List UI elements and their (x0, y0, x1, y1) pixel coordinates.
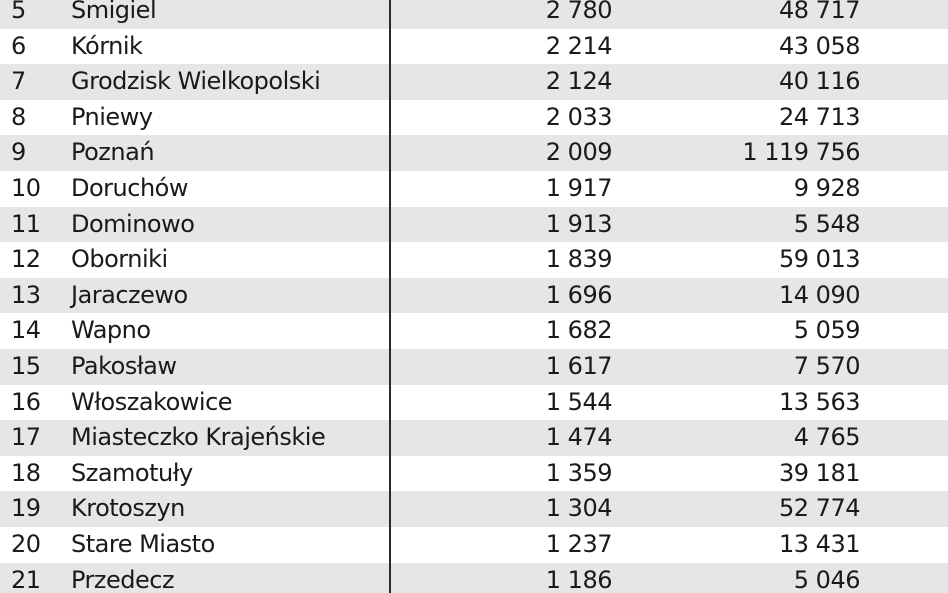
population-cell: 9 928 (793, 173, 861, 202)
rank-cell: 21 (11, 565, 41, 593)
municipality-name-cell: Krotoszyn (71, 494, 185, 523)
population-cell: 24 713 (779, 102, 860, 131)
population-cell: 43 058 (779, 31, 860, 60)
rank-cell: 12 (11, 245, 41, 274)
rank-cell: 18 (11, 458, 41, 487)
rank-cell: 14 (11, 316, 41, 345)
municipality-name-cell: Oborniki (71, 245, 168, 274)
table-row: 14 Wapno 1 682 5 059 (0, 313, 948, 349)
municipality-name-cell: Kórnik (71, 31, 143, 60)
rank-cell: 6 (11, 31, 26, 60)
value-cell: 2 780 (545, 0, 613, 24)
population-cell: 52 774 (779, 494, 860, 523)
municipality-name-cell: Śmigiel (71, 0, 157, 24)
rank-cell: 8 (11, 102, 26, 131)
municipality-name-cell: Poznań (71, 138, 155, 167)
municipality-name-cell: Wapno (71, 316, 151, 345)
population-cell: 48 717 (779, 0, 860, 24)
population-cell: 5 548 (793, 209, 861, 238)
table-row: 7 Grodzisk Wielkopolski 2 124 40 116 (0, 64, 948, 100)
population-cell: 5 046 (793, 565, 861, 593)
value-cell: 1 237 (545, 529, 613, 558)
value-cell: 1 359 (545, 458, 613, 487)
rank-cell: 17 (11, 423, 41, 452)
municipality-name-cell: Włoszakowice (71, 387, 233, 416)
value-cell: 2 009 (545, 138, 613, 167)
municipality-name-cell: Miasteczko Krajeńskie (71, 423, 326, 452)
value-cell: 1 304 (545, 494, 613, 523)
table-row: 17 Miasteczko Krajeńskie 1 474 4 765 (0, 420, 948, 456)
value-cell: 2 124 (545, 67, 613, 96)
value-cell: 1 839 (545, 245, 613, 274)
table-row: 13 Jaraczewo 1 696 14 090 (0, 277, 948, 314)
population-cell: 1 119 756 (742, 138, 860, 167)
value-cell: 1 617 (545, 351, 613, 380)
table-row: 15 Pakosław 1 617 7 570 (0, 348, 948, 385)
table-row: 5 Śmigiel 2 780 48 717 (0, 0, 948, 29)
rank-cell: 5 (11, 0, 26, 24)
value-cell: 1 917 (545, 173, 613, 202)
municipality-name-cell: Pniewy (71, 102, 153, 131)
value-cell: 2 033 (545, 102, 613, 131)
table-row: 12 Oborniki 1 839 59 013 (0, 242, 948, 278)
table-row: 11 Dominowo 1 913 5 548 (0, 206, 948, 243)
population-cell: 40 116 (779, 67, 860, 96)
value-cell: 1 682 (545, 316, 613, 345)
rank-cell: 11 (11, 209, 41, 238)
municipality-name-cell: Szamotuły (71, 458, 193, 487)
value-cell: 1 474 (545, 423, 613, 452)
municipality-name-cell: Przedecz (71, 565, 175, 593)
value-cell: 1 544 (545, 387, 613, 416)
population-cell: 13 431 (779, 529, 860, 558)
rank-cell: 9 (11, 138, 26, 167)
municipality-name-cell: Doruchów (71, 173, 188, 202)
value-cell: 2 214 (545, 31, 613, 60)
population-cell: 14 090 (779, 280, 860, 309)
table-row: 21 Przedecz 1 186 5 046 (0, 562, 948, 593)
municipality-name-cell: Grodzisk Wielkopolski (71, 67, 321, 96)
municipality-name-cell: Pakosław (71, 351, 177, 380)
rank-cell: 20 (11, 529, 41, 558)
rank-cell: 13 (11, 280, 41, 309)
table-row: 20 Stare Miasto 1 237 13 431 (0, 527, 948, 563)
rank-cell: 7 (11, 67, 26, 96)
value-cell: 1 186 (545, 565, 613, 593)
rank-cell: 15 (11, 351, 41, 380)
population-cell: 39 181 (779, 458, 860, 487)
value-cell: 1 696 (545, 280, 613, 309)
population-cell: 4 765 (793, 423, 861, 452)
table-row: 8 Pniewy 2 033 24 713 (0, 100, 948, 136)
population-cell: 13 563 (779, 387, 860, 416)
value-cell: 1 913 (545, 209, 613, 238)
population-cell: 7 570 (793, 351, 861, 380)
municipality-name-cell: Stare Miasto (71, 529, 215, 558)
population-cell: 59 013 (779, 245, 860, 274)
table-row: 18 Szamotuły 1 359 39 181 (0, 456, 948, 492)
municipality-name-cell: Dominowo (71, 209, 195, 238)
column-divider (389, 0, 391, 593)
table-row: 19 Krotoszyn 1 304 52 774 (0, 491, 948, 527)
table-row: 6 Kórnik 2 214 43 058 (0, 29, 948, 65)
rank-cell: 10 (11, 173, 41, 202)
rank-cell: 16 (11, 387, 41, 416)
table-row: 16 Włoszakowice 1 544 13 563 (0, 385, 948, 421)
population-cell: 5 059 (793, 316, 861, 345)
rank-cell: 19 (11, 494, 41, 523)
municipality-name-cell: Jaraczewo (71, 280, 188, 309)
table-row: 9 Poznań 2 009 1 119 756 (0, 135, 948, 171)
table-row: 10 Doruchów 1 917 9 928 (0, 171, 948, 207)
